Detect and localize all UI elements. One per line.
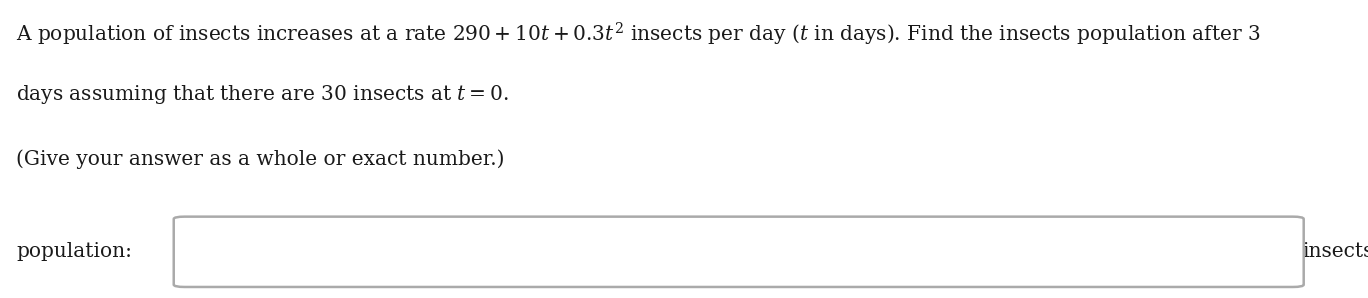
Text: population:: population: [16,242,133,261]
Text: days assuming that there are 30 insects at $t = 0$.: days assuming that there are 30 insects … [16,83,509,106]
Text: A population of insects increases at a rate $290 + 10t + 0.3t^2$ insects per day: A population of insects increases at a r… [16,21,1261,48]
Text: insects: insects [1302,242,1368,261]
FancyBboxPatch shape [174,217,1304,287]
Text: (Give your answer as a whole or exact number.): (Give your answer as a whole or exact nu… [16,149,505,169]
